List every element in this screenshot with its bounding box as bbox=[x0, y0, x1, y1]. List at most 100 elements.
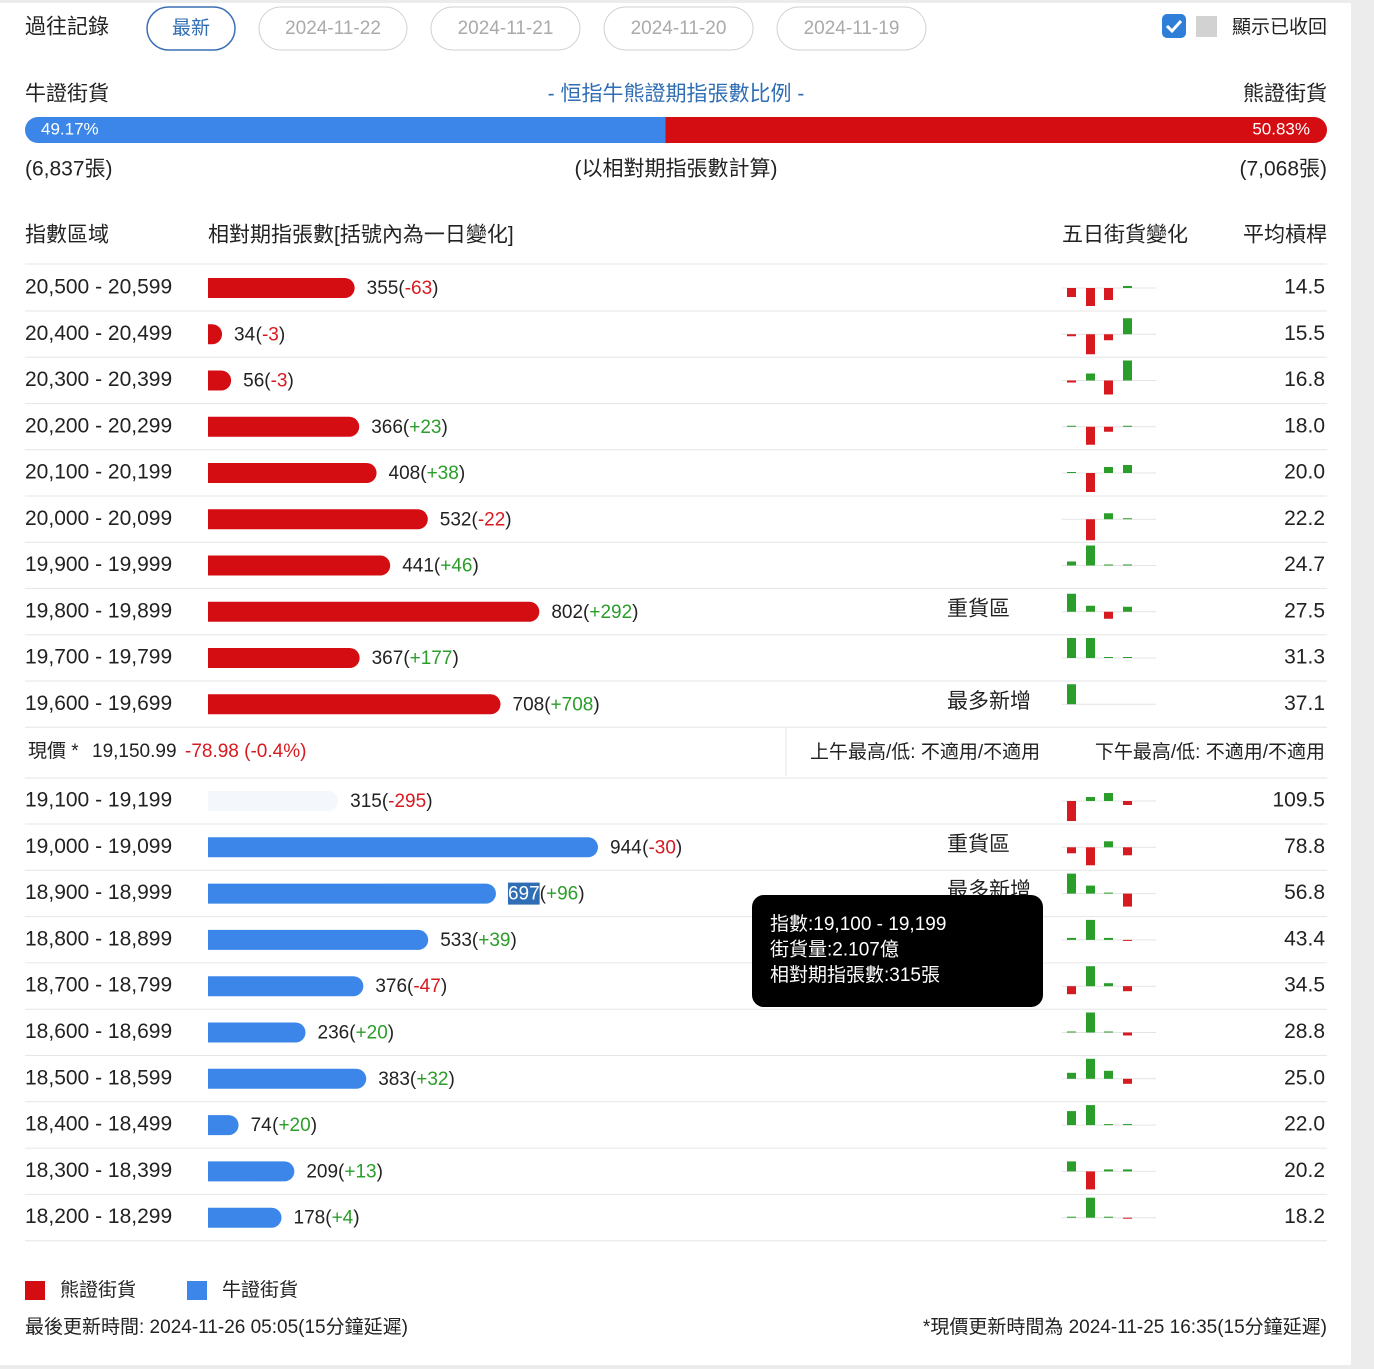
count: 74 bbox=[251, 1115, 273, 1136]
header: 指數區域 bbox=[25, 224, 109, 247]
count: 533 bbox=[440, 930, 472, 951]
change-value: -3 bbox=[271, 371, 288, 392]
change: (+20) bbox=[272, 1115, 317, 1136]
bracket: ( bbox=[434, 556, 441, 577]
bracket: ) bbox=[288, 371, 294, 392]
change: (-63) bbox=[398, 278, 438, 299]
bar bbox=[208, 1022, 306, 1043]
change-value: +292 bbox=[589, 602, 632, 623]
legend-swatch bbox=[187, 1281, 207, 1300]
count: 708 bbox=[513, 694, 545, 715]
change: (-3) bbox=[256, 324, 286, 345]
tab[interactable] bbox=[603, 6, 754, 51]
range: 18,400 - 18,499 bbox=[25, 1113, 172, 1136]
bracket: ) bbox=[279, 324, 285, 345]
header: 五日街貨變化 bbox=[1062, 224, 1188, 247]
change: (-47) bbox=[407, 976, 447, 997]
tab[interactable] bbox=[258, 6, 408, 51]
spark-bar bbox=[1123, 801, 1132, 805]
change: (-30) bbox=[642, 837, 682, 858]
leverage: 37.1 bbox=[1284, 692, 1325, 715]
tab-label[interactable]: 2024-11-21 bbox=[458, 18, 554, 39]
bracket: ( bbox=[420, 463, 427, 484]
spark-bar bbox=[1123, 1032, 1132, 1036]
tab[interactable] bbox=[146, 6, 236, 51]
bear-pct: 50.83% bbox=[1252, 119, 1310, 138]
spark-bar bbox=[1067, 801, 1076, 821]
price-change: -78.98 (-0.4%) bbox=[185, 741, 306, 762]
spark-bar bbox=[1067, 472, 1076, 473]
leverage: 56.8 bbox=[1284, 881, 1325, 904]
bracket: ( bbox=[338, 1161, 345, 1182]
change-value: +708 bbox=[551, 694, 594, 715]
spark-bar bbox=[1086, 519, 1095, 541]
count: 209 bbox=[306, 1161, 338, 1182]
change-value: +20 bbox=[278, 1115, 310, 1136]
change-value: -30 bbox=[648, 837, 675, 858]
change-value: +4 bbox=[332, 1208, 354, 1229]
am-range: 上午最高/低: 不適用/不適用 bbox=[810, 741, 1040, 763]
tab-label[interactable]: 最新 bbox=[172, 17, 210, 39]
legend-label: 牛證街貨 bbox=[222, 1279, 298, 1301]
bracket: ( bbox=[472, 930, 479, 951]
bar bbox=[207, 601, 540, 622]
bull-label: 牛證街貨 bbox=[25, 83, 109, 106]
leverage: 27.5 bbox=[1284, 599, 1325, 622]
spark-bar bbox=[1104, 983, 1113, 987]
bracket: ) bbox=[441, 976, 447, 997]
tab[interactable] bbox=[430, 6, 581, 51]
tooltip bbox=[752, 895, 1043, 1007]
history-label: 過往記錄 bbox=[25, 16, 109, 39]
bar bbox=[208, 929, 429, 950]
bear-ratio-bar bbox=[665, 117, 1327, 143]
spark-bar bbox=[1104, 1070, 1113, 1079]
leverage: 16.8 bbox=[1284, 368, 1325, 391]
change-value: +20 bbox=[356, 1023, 388, 1044]
spark-bar bbox=[1086, 885, 1095, 894]
bull-ratio-bar bbox=[25, 117, 666, 143]
change: (+13) bbox=[338, 1161, 383, 1182]
spark-bar bbox=[1086, 473, 1095, 492]
spark-bar bbox=[1086, 638, 1095, 658]
count: 802 bbox=[551, 602, 583, 623]
spark-bar bbox=[1086, 1058, 1095, 1079]
toggle-box[interactable] bbox=[1196, 16, 1217, 37]
bar bbox=[208, 1115, 239, 1136]
range: 18,200 - 18,299 bbox=[25, 1205, 172, 1228]
range: 19,100 - 19,199 bbox=[25, 789, 172, 812]
spark-bar bbox=[1123, 847, 1132, 856]
footer-left: 最後更新時間: 2024-11-26 05:05(15分鐘延遲) bbox=[25, 1316, 408, 1338]
tooltip-line: 相對期指張數:315張 bbox=[770, 964, 940, 986]
bar bbox=[208, 555, 391, 576]
spark-bar bbox=[1086, 1012, 1095, 1033]
footer-right: *現價更新時間為 2024-11-25 16:35(15分鐘延遲) bbox=[923, 1316, 1327, 1338]
tab-label[interactable]: 2024-11-20 bbox=[631, 18, 727, 39]
tab-label[interactable]: 2024-11-22 bbox=[285, 18, 381, 39]
range: 20,300 - 20,399 bbox=[25, 368, 172, 391]
bar bbox=[208, 648, 360, 668]
range: 19,900 - 19,999 bbox=[25, 553, 172, 576]
zone-note: 重貨區 bbox=[947, 597, 1010, 620]
spark-bar bbox=[1067, 334, 1076, 337]
count: 34 bbox=[234, 324, 256, 345]
toggle-label[interactable]: 顯示已收回 bbox=[1232, 16, 1327, 38]
spark-bar bbox=[1104, 1216, 1113, 1218]
tab-label[interactable]: 2024-11-19 bbox=[804, 18, 900, 39]
spark-bar bbox=[1067, 593, 1076, 612]
range: 18,600 - 18,699 bbox=[25, 1020, 172, 1043]
bracket: ) bbox=[452, 648, 458, 669]
checkbox[interactable] bbox=[1162, 14, 1186, 38]
range: 20,100 - 20,199 bbox=[25, 461, 172, 484]
bracket: ( bbox=[256, 324, 263, 345]
bar bbox=[208, 509, 428, 530]
range: 18,800 - 18,899 bbox=[25, 927, 172, 950]
bracket: ( bbox=[403, 648, 410, 669]
bracket: ( bbox=[403, 417, 410, 438]
bracket: ) bbox=[426, 791, 432, 812]
tab[interactable] bbox=[776, 6, 927, 51]
bracket: ( bbox=[544, 694, 551, 715]
leverage: 28.8 bbox=[1284, 1020, 1325, 1043]
spark-bar bbox=[1067, 1111, 1076, 1126]
bracket: ( bbox=[540, 884, 547, 905]
bull-pct: 49.17% bbox=[41, 119, 99, 138]
